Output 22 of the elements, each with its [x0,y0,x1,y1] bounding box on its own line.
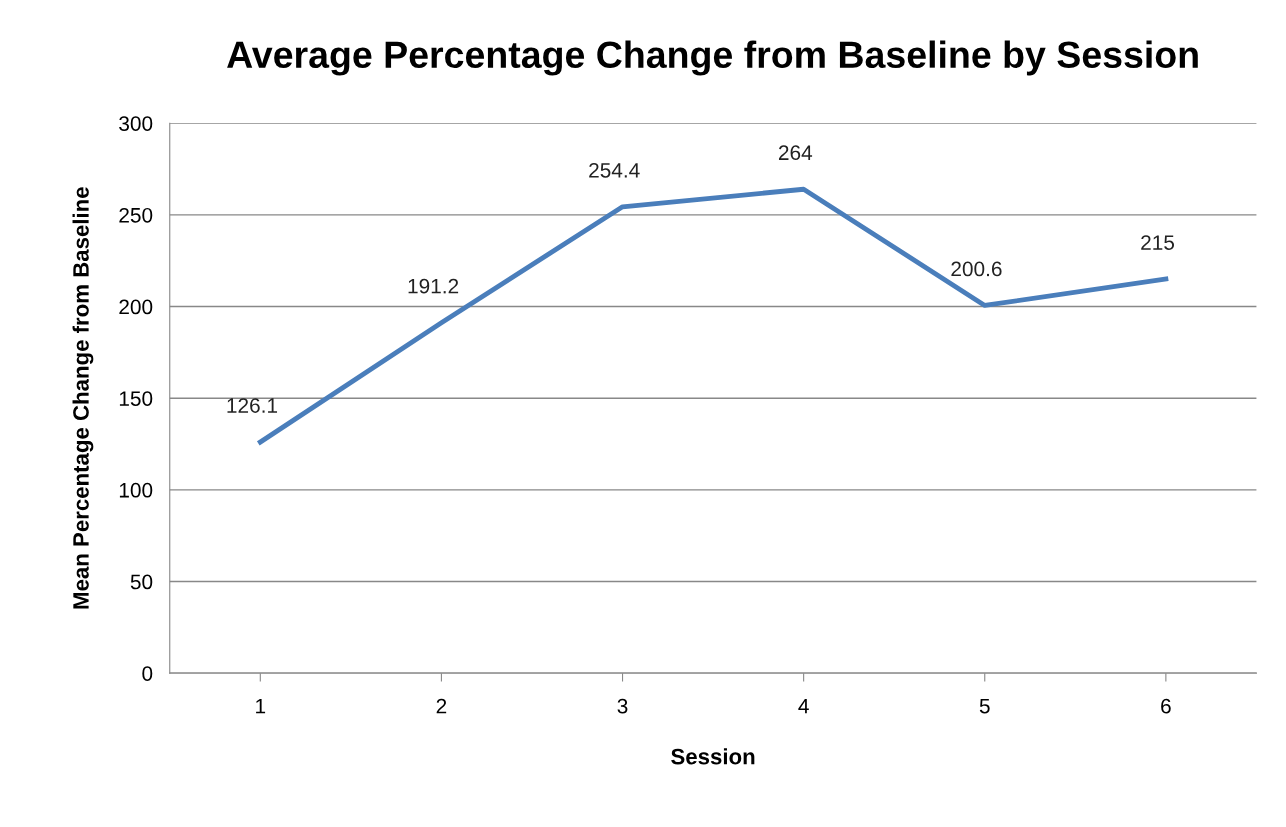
data-label: 215 [1141,235,1175,250]
x-axis-title: Session [671,748,755,765]
data-label: 191.2 [408,278,459,294]
x-tick-label: 2 [436,698,447,714]
data-label: 254.4 [589,162,640,178]
y-tick-label: 200 [119,299,153,315]
data-label: 264 [778,145,813,161]
chart-title: Average Percentage Change from Baseline by Session [227,40,1198,76]
y-tick-label: 100 [119,482,153,498]
x-tick-label: 1 [256,698,266,714]
y-tick-label: 300 [119,116,153,131]
y-tick-label: 50 [130,574,153,590]
y-tick-label: 150 [119,391,153,406]
data-label: 200.6 [951,261,1002,277]
x-tick-label: 5 [979,698,990,714]
data-label: 126.1 [227,398,278,413]
y-axis-title: Mean Percentage Change from Baseline [72,187,94,609]
y-tick-label: 0 [142,666,153,681]
y-tick-label: 250 [119,207,153,223]
x-tick-label: 4 [798,698,809,714]
x-tick-label: 6 [1161,698,1171,714]
x-tick-label: 3 [617,698,628,714]
